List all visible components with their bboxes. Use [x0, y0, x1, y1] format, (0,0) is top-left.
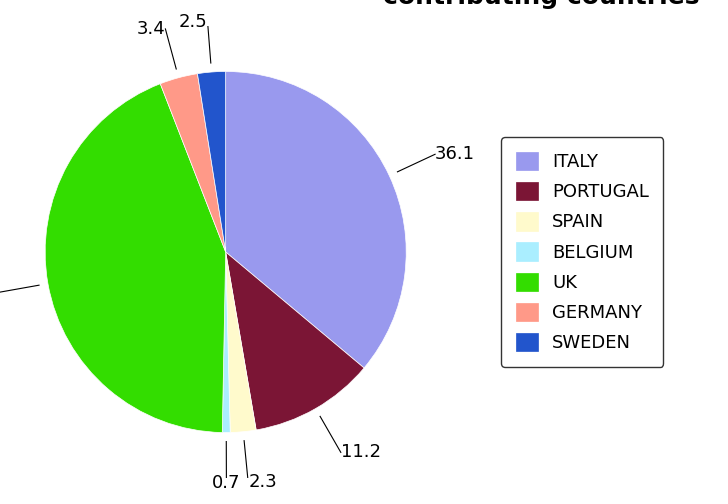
Text: 2.3: 2.3 — [248, 473, 277, 491]
Wedge shape — [160, 74, 226, 252]
Title: contributing countries: contributing countries — [384, 0, 700, 9]
Text: 3.4: 3.4 — [137, 20, 165, 38]
Wedge shape — [226, 252, 364, 430]
Wedge shape — [226, 72, 406, 368]
Text: 11.2: 11.2 — [341, 444, 381, 461]
Wedge shape — [197, 72, 226, 252]
Wedge shape — [222, 252, 230, 432]
Wedge shape — [45, 84, 226, 432]
Text: 2.5: 2.5 — [179, 13, 207, 31]
Wedge shape — [226, 252, 256, 432]
Legend: ITALY, PORTUGAL, SPAIN, BELGIUM, UK, GERMANY, SWEDEN: ITALY, PORTUGAL, SPAIN, BELGIUM, UK, GER… — [502, 138, 663, 366]
Text: 36.1: 36.1 — [435, 145, 475, 163]
Text: 0.7: 0.7 — [212, 474, 241, 492]
